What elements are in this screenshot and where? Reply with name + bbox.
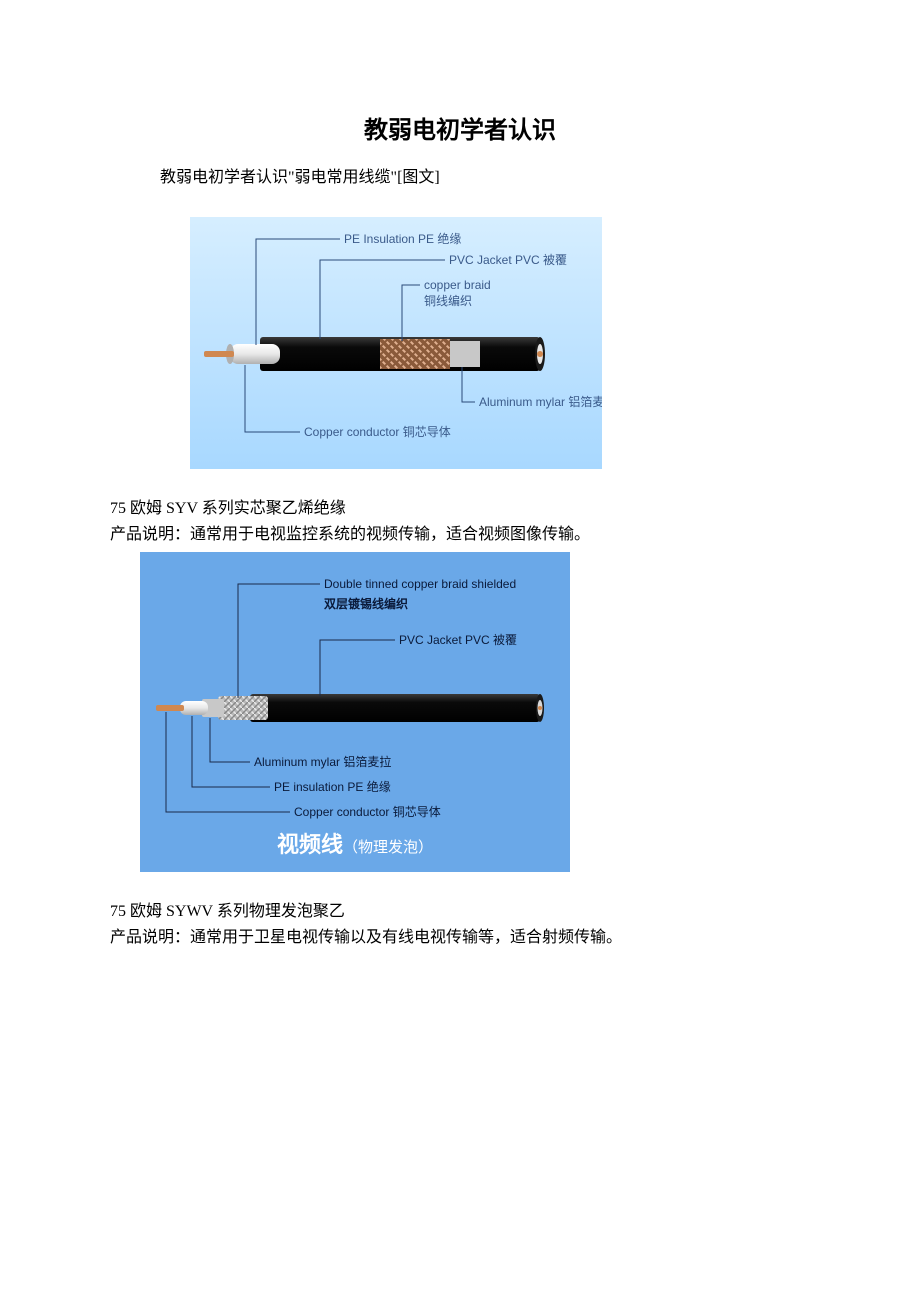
- page-title: 教弱电初学者认识: [110, 110, 810, 145]
- figure2-caption-2: 产品说明：通常用于卫星电视传输以及有线电视传输等，适合射频传输。: [110, 923, 810, 947]
- figure1-caption-1: 75 欧姆 SYV 系列实芯聚乙烯绝缘: [110, 494, 810, 518]
- label2-braid-2: 双层镀锡线编织: [324, 596, 408, 611]
- figure-2: Double tinned copper braid shielded 双层镀锡…: [140, 552, 570, 877]
- figure-1: PE Insulation PE 绝缘 PVC Jacket PVC 被覆 co…: [190, 217, 602, 474]
- label2-mylar: Aluminum mylar 铝箔麦拉: [254, 754, 391, 769]
- label2-braid-1: Double tinned copper braid shielded: [324, 577, 516, 591]
- label-pe: PE Insulation PE 绝缘: [344, 231, 461, 246]
- label2-pe: PE insulation PE 绝缘: [274, 779, 391, 794]
- label-pvc: PVC Jacket PVC 被覆: [449, 253, 567, 267]
- figure1-caption-2: 产品说明：通常用于电视监控系统的视频传输，适合视频图像传输。: [110, 520, 810, 544]
- figure2-caption-1: 75 欧姆 SYWV 系列物理发泡聚乙: [110, 897, 810, 921]
- label2-pvc: PVC Jacket PVC 被覆: [399, 633, 517, 647]
- cable-diagram-2: Double tinned copper braid shielded 双层镀锡…: [140, 552, 570, 872]
- label-braid-1: copper braid: [424, 278, 491, 292]
- intro-text: 教弱电初学者认识"弱电常用线缆"[图文]: [160, 163, 810, 187]
- document-page: 教弱电初学者认识 教弱电初学者认识"弱电常用线缆"[图文]: [0, 0, 920, 1017]
- cable-diagram-1: PE Insulation PE 绝缘 PVC Jacket PVC 被覆 co…: [190, 217, 602, 469]
- label2-conductor: Copper conductor 铜芯导体: [294, 804, 441, 819]
- label-mylar: Aluminum mylar 铝箔麦拉: [479, 394, 602, 409]
- label-braid-2: 铜线编织: [424, 293, 472, 308]
- label-conductor: Copper conductor 铜芯导体: [304, 424, 451, 439]
